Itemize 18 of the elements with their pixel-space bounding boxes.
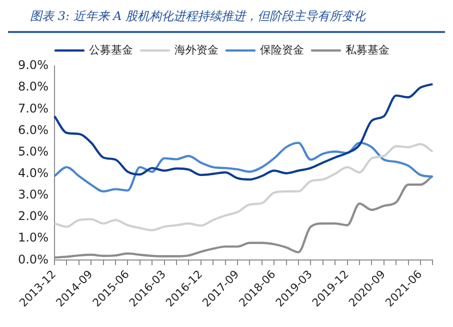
- line-series: [53, 83, 434, 181]
- y-tick-label: 9.0%: [18, 58, 48, 72]
- y-tick-label: 3.0%: [18, 188, 48, 202]
- y-tick-label: 6.0%: [18, 122, 48, 137]
- chart-title: 图表 3: 近年来 A 股机构化进程持续推进，但阶段主导有所变化: [8, 8, 445, 33]
- y-tick-label: 4.0%: [18, 166, 48, 180]
- y-tick-label: 1.0%: [18, 230, 48, 245]
- legend-label: 海外资金: [174, 43, 218, 56]
- legend-label: 私募基金: [346, 43, 390, 56]
- y-tick-label: 8.0%: [18, 80, 48, 94]
- y-tick-label: 7.0%: [18, 101, 48, 116]
- y-tick-label: 5.0%: [18, 144, 48, 158]
- line-series: [53, 142, 434, 192]
- legend-label: 公募基金: [89, 43, 133, 56]
- y-tick-label: 2.0%: [18, 209, 48, 224]
- line-series: [53, 143, 434, 232]
- legend-label: 保险资金: [260, 43, 304, 56]
- y-tick-label: 0.0%: [18, 252, 48, 266]
